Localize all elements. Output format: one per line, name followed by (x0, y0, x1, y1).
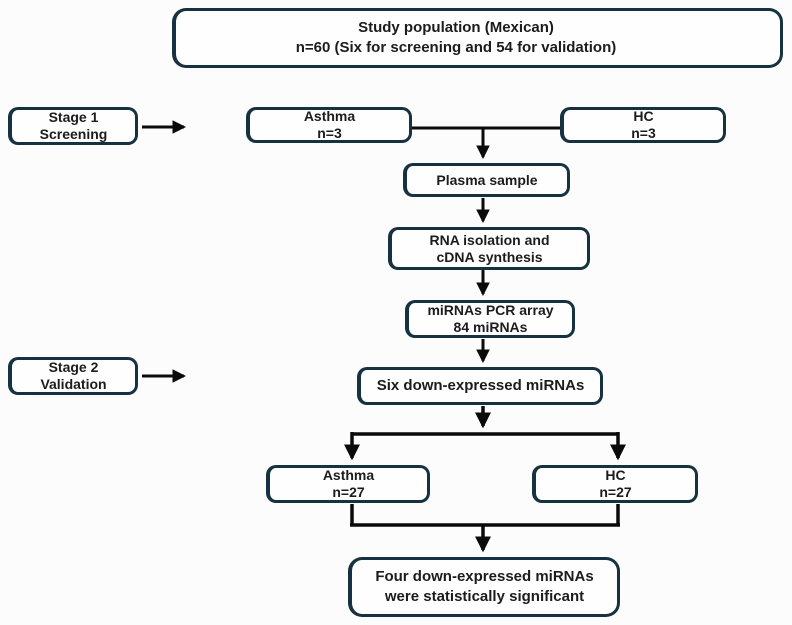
node-label: Stage 2 (48, 359, 99, 375)
node-stage1-screening: Stage 1 Screening (8, 107, 138, 145)
node-label: Asthma (303, 108, 356, 124)
node-label: Screening (39, 126, 108, 142)
node-label: Validation (40, 376, 107, 392)
node-label: Four down-expressed miRNAs (375, 568, 594, 585)
node-label: n=60 (Six for screening and 54 for valid… (295, 39, 617, 56)
node-label: n=27 (599, 484, 632, 500)
node-six-mirnas: Six down-expressed miRNAs (357, 367, 603, 405)
node-stage2-validation: Stage 2 Validation (8, 357, 138, 395)
node-label: Study population (Mexican) (358, 19, 554, 36)
node-hc-validation: HC n=27 (532, 465, 698, 503)
node-hc-screening: HC n=3 (560, 107, 726, 143)
node-label: Asthma (322, 467, 375, 483)
node-label: were statistically significant (384, 588, 585, 605)
node-label: HC (605, 467, 626, 483)
node-label: RNA isolation and (429, 231, 550, 248)
node-label: HC (633, 108, 654, 124)
node-label: Stage 1 (48, 109, 99, 125)
node-label: Six down-expressed miRNAs (376, 377, 585, 394)
node-plasma-sample: Plasma sample (403, 163, 570, 197)
node-study-population: Study population (Mexican) n=60 (Six for… (172, 8, 783, 68)
node-asthma-validation: Asthma n=27 (266, 465, 430, 503)
node-rna-isolation: RNA isolation and cDNA synthesis (388, 227, 590, 270)
node-four-mirnas: Four down-expressed miRNAs were statisti… (348, 557, 620, 617)
node-pcr-array: miRNAs PCR array 84 miRNAs (405, 300, 575, 338)
node-label: n=3 (317, 125, 342, 141)
node-label: n=27 (332, 484, 365, 500)
node-label: miRNAs PCR array (427, 302, 554, 318)
node-label: 84 miRNAs (453, 319, 528, 335)
node-label: n=3 (631, 125, 656, 141)
node-asthma-screening: Asthma n=3 (246, 107, 412, 143)
node-label: Plasma sample (436, 171, 538, 188)
node-label: cDNA synthesis (436, 248, 543, 265)
